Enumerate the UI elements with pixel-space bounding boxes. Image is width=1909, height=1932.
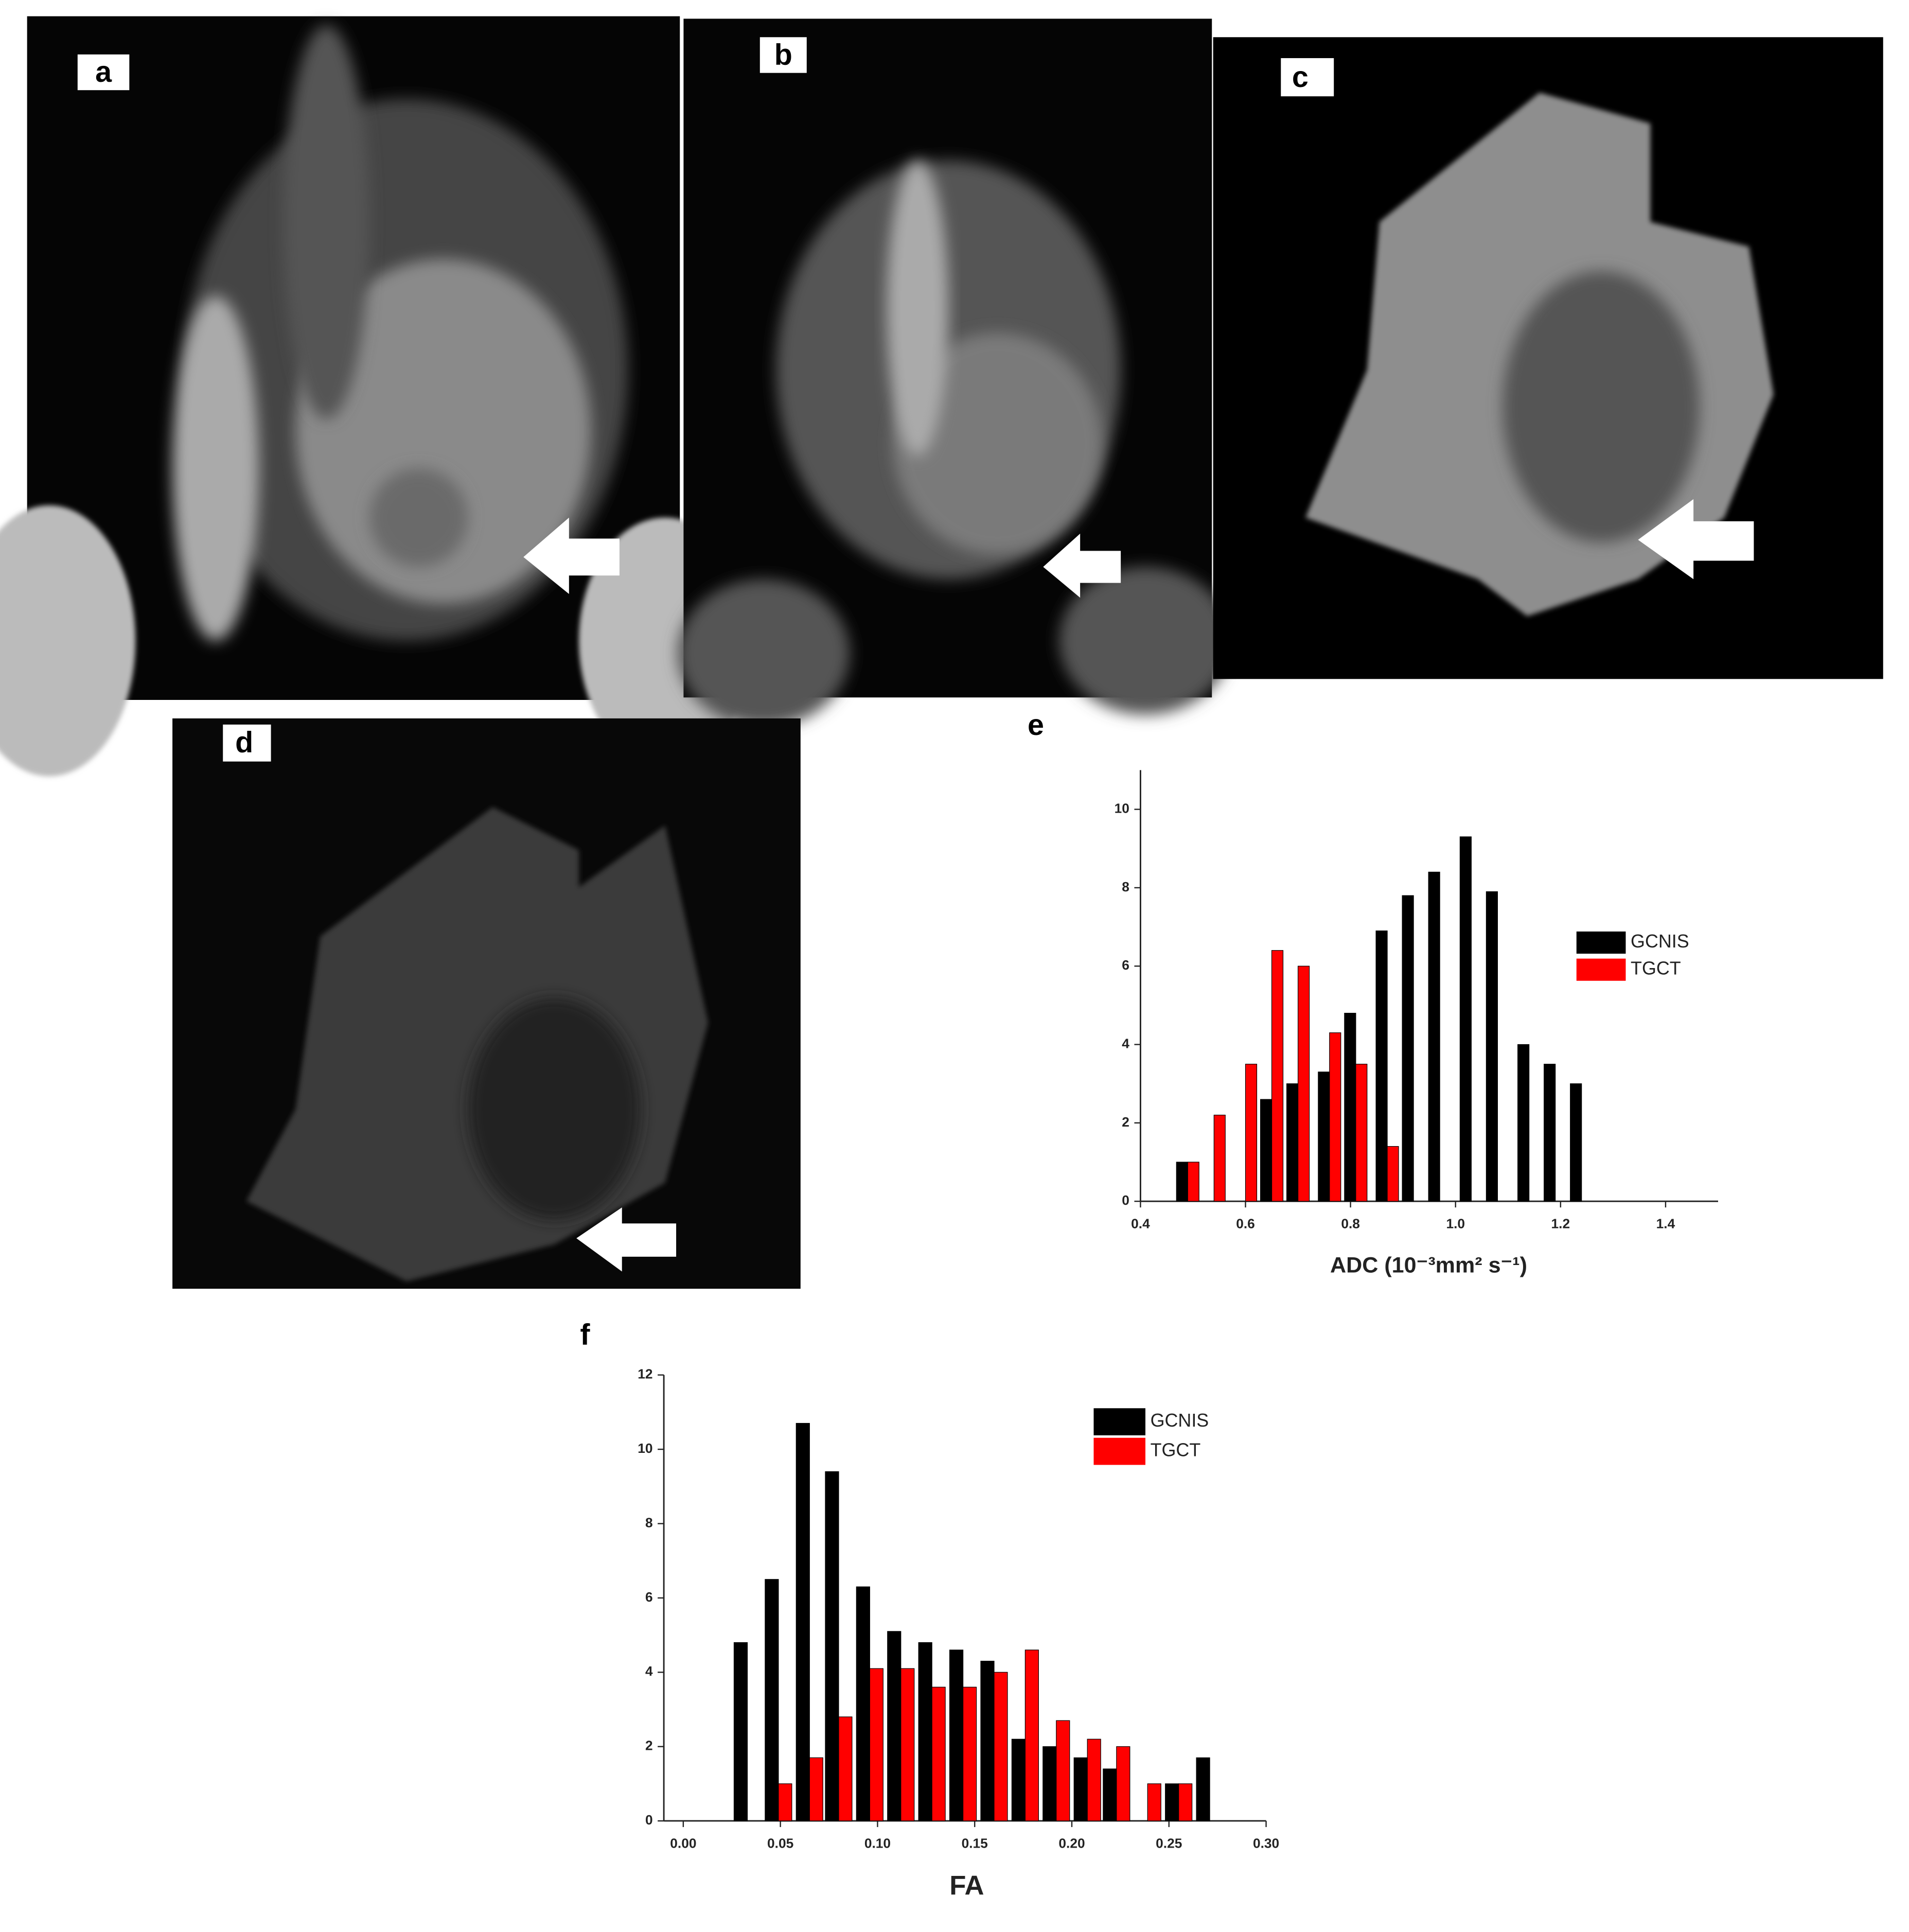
mri-panel-a [0, 16, 752, 777]
bar [809, 1757, 823, 1821]
legend-swatch [1576, 958, 1626, 981]
legend-swatch [1576, 931, 1626, 954]
x-tick-label: 1.2 [1551, 1216, 1570, 1232]
bar [1024, 1649, 1039, 1821]
bar [856, 1586, 870, 1821]
bar [796, 1422, 810, 1821]
y-tick-label: 8 [645, 1515, 653, 1530]
bar [980, 1661, 995, 1821]
bar [1103, 1768, 1117, 1821]
legend-label: GCNIS [1151, 1410, 1209, 1431]
x-tick-label: 0.30 [1253, 1836, 1279, 1851]
bar [1428, 871, 1440, 1202]
legend-swatch [1093, 1408, 1145, 1435]
bar [1459, 836, 1472, 1202]
bar [733, 1642, 748, 1821]
y-tick-label: 10 [638, 1441, 652, 1456]
bar [1245, 1064, 1258, 1202]
y-tick-label: 8 [1122, 879, 1129, 894]
y-tick-label: 2 [645, 1738, 653, 1753]
bar [1196, 1757, 1210, 1821]
bar [1056, 1720, 1070, 1821]
x-axis-label: FA [949, 1870, 984, 1901]
bar [1087, 1738, 1101, 1821]
mri-panel-b [677, 19, 1232, 727]
bar [994, 1672, 1008, 1821]
x-tick-label: 0.15 [962, 1836, 988, 1851]
bar [1344, 1013, 1356, 1202]
x-axis-label: ADC (10⁻³mm² s⁻¹) [1330, 1253, 1527, 1277]
bar [931, 1687, 946, 1821]
bar [1375, 930, 1388, 1202]
y-tick-label: 6 [1122, 957, 1129, 973]
bar [918, 1642, 932, 1821]
bar [869, 1668, 883, 1821]
bar [1147, 1783, 1161, 1821]
bar [825, 1471, 839, 1821]
x-tick-label: 0.00 [670, 1836, 696, 1851]
bar [1176, 1162, 1188, 1202]
x-tick-label: 0.20 [1058, 1836, 1085, 1851]
bar [1486, 891, 1498, 1202]
mri-panel-d [172, 718, 801, 1289]
panel-label: a [95, 56, 112, 89]
bar [900, 1668, 915, 1821]
chart-title: f [580, 1319, 590, 1351]
y-tick-label: 12 [638, 1366, 652, 1382]
bar [949, 1649, 964, 1821]
y-tick-label: 0 [1122, 1192, 1129, 1208]
x-tick-label: 0.8 [1341, 1216, 1360, 1232]
bar [838, 1716, 853, 1821]
bar [765, 1579, 779, 1821]
y-tick-label: 10 [1115, 801, 1129, 816]
bar [1178, 1783, 1193, 1821]
panel-label: b [774, 39, 792, 72]
bar [1286, 1083, 1299, 1202]
bar [778, 1783, 792, 1821]
bar [1073, 1757, 1088, 1821]
legend-label: GCNIS [1631, 931, 1689, 952]
bar [1213, 1115, 1226, 1202]
bar [1297, 965, 1310, 1202]
bar [1318, 1072, 1330, 1202]
bar [1387, 1146, 1399, 1202]
chart: 0 2 4 6 8 10 0.4 0.6 0.8 1.0 1.2 1.4 GCNIS TGCT e ADC (… [1028, 709, 1718, 1277]
bar [1187, 1162, 1199, 1202]
y-tick-label: 6 [645, 1589, 653, 1605]
mri-panel-c [1213, 37, 1883, 679]
legend-label: TGCT [1631, 958, 1681, 979]
x-tick-label: 0.25 [1156, 1836, 1182, 1851]
x-tick-label: 0.6 [1236, 1216, 1255, 1232]
bar [1042, 1746, 1057, 1821]
chart: 0 2 4 6 8 10 12 0.00 0.05 0.10 0.15 0.20 0.25 0.30 GCN… [580, 1319, 1279, 1901]
bar [1011, 1738, 1026, 1821]
bar [1570, 1083, 1582, 1202]
y-tick-label: 4 [1122, 1035, 1129, 1051]
bar [1517, 1044, 1530, 1202]
chart-title: e [1028, 709, 1044, 742]
bar [962, 1687, 977, 1821]
bar [1355, 1064, 1368, 1202]
x-tick-label: 0.10 [864, 1836, 891, 1851]
bar [887, 1631, 902, 1821]
x-tick-label: 1.4 [1656, 1216, 1675, 1232]
panel-label: d [235, 726, 253, 759]
bar [1402, 895, 1414, 1202]
bar [1260, 1099, 1272, 1202]
bar [1165, 1783, 1179, 1821]
panel-label: c [1292, 61, 1309, 94]
x-tick-label: 0.4 [1131, 1216, 1150, 1232]
y-tick-label: 2 [1122, 1114, 1129, 1130]
bar [1329, 1032, 1341, 1202]
x-tick-label: 0.05 [767, 1836, 793, 1851]
bar [1544, 1064, 1556, 1202]
y-tick-label: 0 [645, 1812, 653, 1828]
bar [1271, 950, 1284, 1202]
y-tick-label: 4 [645, 1663, 653, 1679]
bar [1116, 1746, 1130, 1821]
legend-label: TGCT [1151, 1440, 1201, 1461]
x-tick-label: 1.0 [1446, 1216, 1465, 1232]
legend-swatch [1093, 1437, 1145, 1465]
